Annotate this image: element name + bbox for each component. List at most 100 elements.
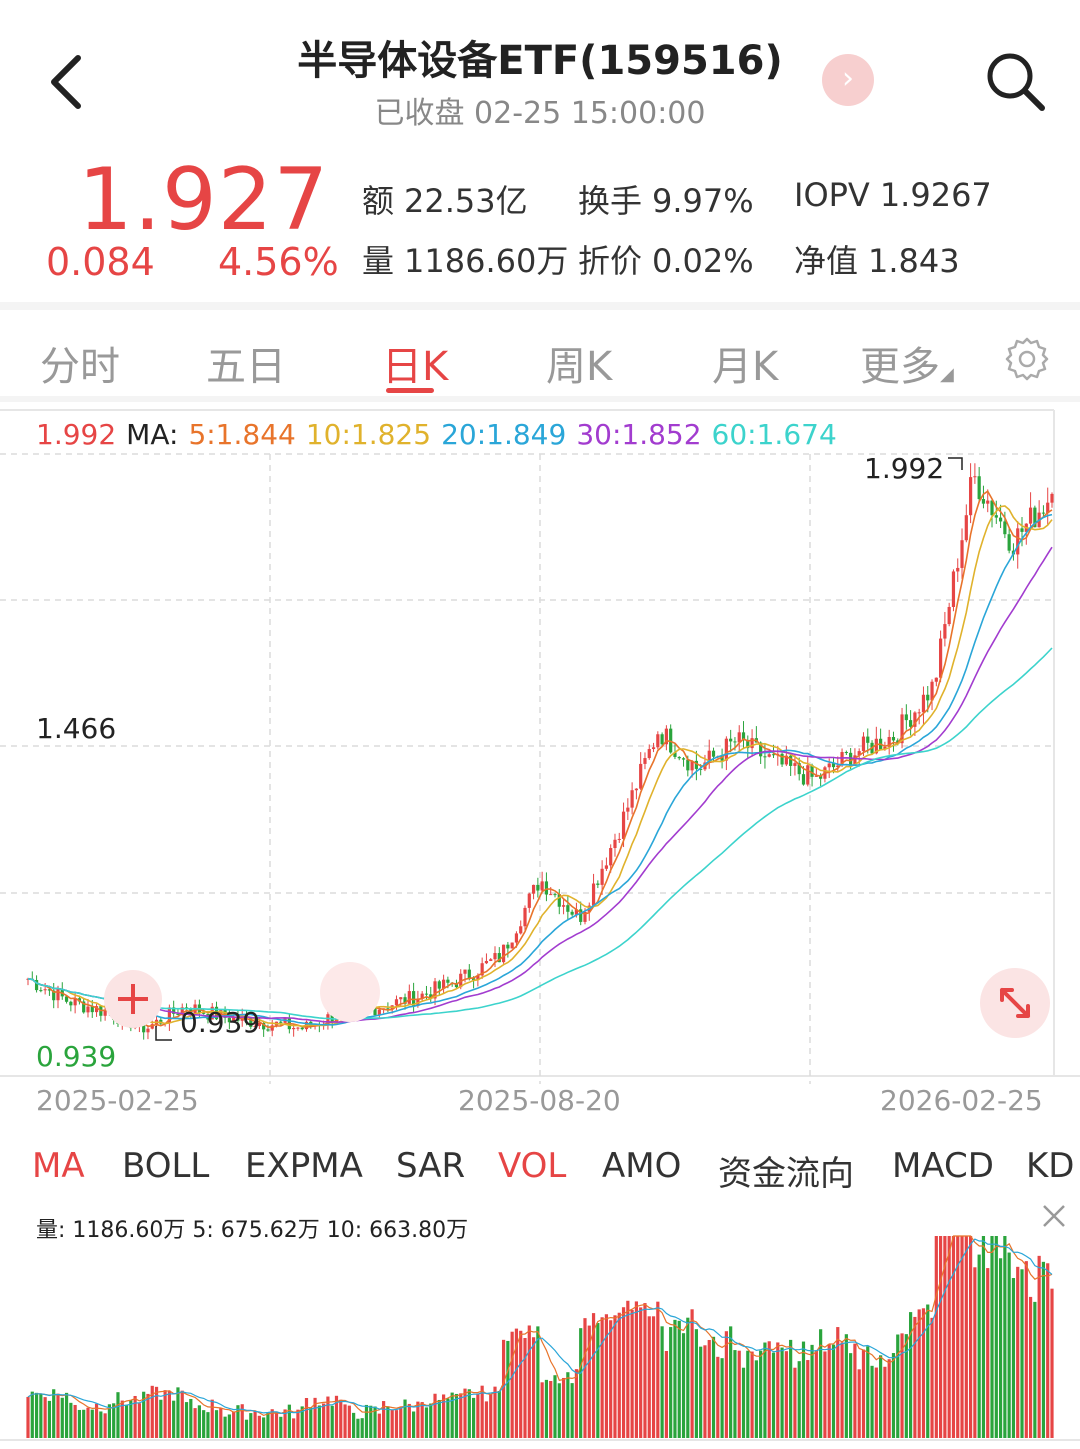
tab-monthly-k[interactable]: 月K	[712, 344, 779, 390]
close-icon[interactable]	[1038, 1200, 1070, 1232]
indicator-vol[interactable]: VOL	[498, 1146, 567, 1186]
candle-body	[810, 765, 814, 777]
volume-bar	[232, 1411, 236, 1438]
volume-bar	[819, 1329, 823, 1438]
next-stock-icon[interactable]: ›	[822, 54, 874, 106]
volume-bar	[137, 1403, 141, 1438]
volume-bar	[887, 1359, 891, 1438]
candle-body	[621, 811, 626, 839]
kline-chart[interactable]	[0, 404, 1080, 1084]
candle-body	[733, 741, 737, 743]
volume-bar	[664, 1350, 668, 1438]
volume-bar	[686, 1317, 690, 1438]
crosshair-icon[interactable]	[104, 970, 162, 1028]
tab-daily-k[interactable]: 日K	[382, 344, 449, 390]
indicator-fund-flow[interactable]: 资金流向	[718, 1154, 854, 1194]
volume-bar	[26, 1396, 30, 1438]
candle-body	[34, 980, 39, 991]
volume-bar	[557, 1383, 561, 1438]
volume-bar	[429, 1403, 433, 1438]
x-axis-label-start: 2025-02-25	[36, 1084, 199, 1117]
volume-bar	[403, 1399, 407, 1438]
volume-bar	[1016, 1266, 1020, 1438]
candle-body	[1016, 528, 1020, 555]
volume-bar	[579, 1328, 583, 1438]
volume-bar	[729, 1326, 733, 1438]
indicator-macd[interactable]: MACD	[892, 1146, 994, 1186]
volume-bar	[669, 1327, 673, 1438]
volume-bar	[703, 1345, 707, 1438]
volume-bar	[386, 1406, 390, 1438]
settings-gear-icon[interactable]	[1004, 336, 1050, 382]
volume-bar	[801, 1341, 806, 1438]
volume-bar	[52, 1389, 56, 1438]
back-arrow-icon[interactable]	[40, 50, 96, 114]
volume-ma10-line	[27, 1238, 1053, 1415]
volume-bar	[150, 1385, 154, 1438]
volume-bar	[604, 1314, 609, 1438]
candle-body	[724, 738, 728, 761]
volume-bar	[369, 1405, 373, 1438]
candle-body	[90, 1006, 94, 1013]
candle-body	[767, 754, 771, 757]
volume-bar	[373, 1406, 377, 1438]
volume-bar	[724, 1331, 728, 1438]
candle-body	[574, 909, 579, 915]
candle-body	[583, 911, 587, 922]
stat-volume: 量 1186.60万	[362, 242, 569, 280]
indicator-boll[interactable]: BOLL	[122, 1146, 210, 1186]
candle-body	[373, 1007, 377, 1016]
indicator-sar[interactable]: SAR	[396, 1146, 466, 1186]
candle-body	[831, 763, 836, 768]
candle-body	[720, 756, 724, 761]
volume-bar	[47, 1400, 52, 1438]
ma10-line	[27, 505, 1053, 1028]
candle-body	[951, 571, 956, 607]
volume-bar	[43, 1397, 47, 1438]
candle-body	[844, 752, 848, 754]
ma-label: MA:	[126, 418, 179, 451]
candle-body	[484, 960, 489, 964]
indicator-expma[interactable]: EXPMA	[245, 1146, 363, 1186]
indicator-kd[interactable]: KD	[1026, 1146, 1075, 1186]
candle-body	[973, 476, 977, 478]
candle-body	[604, 865, 609, 869]
ma5-value: 5:1.844	[188, 418, 296, 451]
candle-body	[990, 500, 994, 516]
candle-body	[780, 753, 784, 765]
candle-body	[214, 1006, 219, 1020]
volume-bar	[484, 1401, 489, 1438]
tab-more[interactable]: 更多◢	[860, 344, 954, 390]
search-icon[interactable]	[984, 50, 1048, 114]
indicator-ma[interactable]: MA	[32, 1146, 85, 1186]
tab-weekly-k[interactable]: 周K	[546, 344, 613, 390]
candle-body	[669, 728, 673, 753]
candle-body	[926, 694, 930, 701]
ma60-line	[27, 647, 1053, 1020]
candle-body	[103, 1010, 107, 1016]
candle-body	[489, 959, 493, 961]
indicator-amo[interactable]: AMO	[602, 1146, 682, 1186]
candle-body	[266, 1029, 270, 1031]
volume-bar	[746, 1350, 750, 1438]
volume-bar	[574, 1369, 579, 1438]
candle-body	[232, 1016, 236, 1023]
tab-intraday[interactable]: 分时	[40, 344, 120, 390]
candle-body	[699, 768, 703, 770]
fullscreen-icon[interactable]	[980, 968, 1050, 1038]
volume-bar	[771, 1352, 776, 1438]
candle-body	[471, 978, 476, 981]
volume-bar	[433, 1393, 437, 1438]
volume-bar	[793, 1367, 797, 1438]
candle-body	[424, 993, 429, 995]
volume-bar	[874, 1367, 878, 1438]
candle-body	[167, 1007, 171, 1024]
tab-five-day[interactable]: 五日	[206, 344, 286, 390]
divider	[0, 302, 1080, 310]
x-axis-label-mid: 2025-08-20	[458, 1084, 621, 1117]
volume-bar	[480, 1385, 484, 1438]
ma30-value: 30:1.852	[576, 418, 702, 451]
candle-body	[626, 807, 630, 812]
volume-bar	[853, 1343, 857, 1438]
volume-bar	[767, 1341, 771, 1438]
